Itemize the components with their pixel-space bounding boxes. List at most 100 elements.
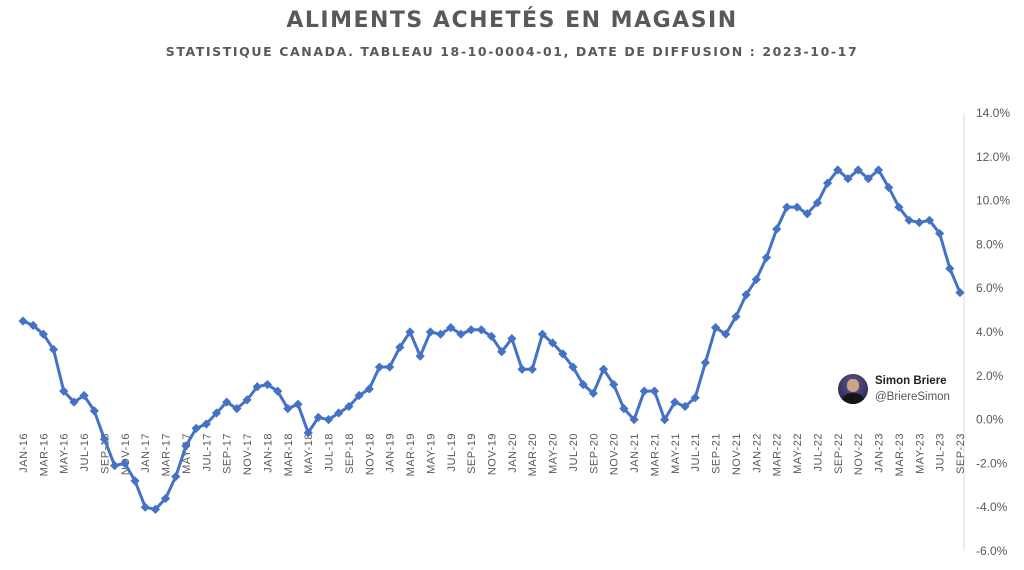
data-point <box>843 174 853 184</box>
y-tick-label: 0.0% <box>976 413 1004 427</box>
data-point <box>48 344 59 355</box>
data-point <box>945 263 955 274</box>
data-point <box>772 224 782 234</box>
data-point <box>283 404 293 414</box>
y-tick-label: 14.0% <box>976 106 1010 120</box>
x-tick-label: JUL-18 <box>324 433 336 471</box>
x-tick-label: SEP-22 <box>833 433 845 474</box>
data-point <box>507 333 517 344</box>
data-point <box>89 406 99 416</box>
data-point <box>833 165 843 175</box>
data-point <box>894 202 904 212</box>
data-point <box>211 408 222 418</box>
data-point <box>731 312 741 322</box>
data-point <box>110 460 120 471</box>
x-tick-label: SEP-20 <box>588 433 600 474</box>
chart-title: ALIMENTS ACHETÉS EN MAGASIN <box>286 8 738 33</box>
x-tick-label: SEP-23 <box>955 433 967 474</box>
data-point <box>802 209 812 219</box>
data-point <box>222 397 232 407</box>
x-tick-label: MAY-19 <box>425 433 437 474</box>
x-tick-label: MAY-17 <box>181 433 193 474</box>
x-tick-label: MAY-21 <box>670 433 682 474</box>
data-point <box>69 397 79 407</box>
author-name: Simon Briere <box>875 375 947 387</box>
y-tick-label: 8.0% <box>976 237 1004 251</box>
data-point <box>619 404 629 414</box>
y-tick-label: 6.0% <box>976 281 1004 295</box>
x-tick-label: MAR-20 <box>527 433 539 476</box>
data-point <box>486 331 497 341</box>
data-point <box>364 384 374 394</box>
data-point <box>873 165 884 175</box>
data-point <box>700 358 710 368</box>
data-point <box>741 290 751 300</box>
data-point <box>354 390 364 401</box>
data-point <box>130 476 140 486</box>
data-point <box>262 379 273 390</box>
x-tick-label: NOV-22 <box>853 433 865 475</box>
x-tick-label: MAR-18 <box>283 433 295 476</box>
data-point <box>242 395 252 405</box>
x-tick-label: MAR-16 <box>38 433 50 476</box>
data-point <box>751 274 761 285</box>
data-point <box>680 401 690 412</box>
author-handle: @BriereSimon <box>875 391 950 403</box>
data-point <box>629 415 639 425</box>
x-tick-label: SEP-16 <box>99 433 111 474</box>
data-point <box>303 428 313 438</box>
x-tick-label: MAR-17 <box>161 433 173 476</box>
data-point <box>405 327 415 337</box>
data-point <box>79 390 89 401</box>
x-tick-label: NOV-16 <box>120 433 132 475</box>
x-tick-label: JAN-17 <box>140 433 152 473</box>
data-point <box>313 412 323 423</box>
data-point <box>588 388 598 398</box>
x-tick-label: JUL-17 <box>201 433 213 471</box>
x-tick-label: MAY-22 <box>792 433 804 474</box>
x-tick-label: JAN-16 <box>18 433 30 473</box>
x-tick-label: JAN-22 <box>751 433 763 473</box>
data-point <box>497 347 507 357</box>
x-tick-label: NOV-18 <box>364 433 376 475</box>
data-point <box>435 329 446 339</box>
y-tick-label: 10.0% <box>976 194 1010 208</box>
author-card: Simon Briere @BriereSimon <box>838 374 968 408</box>
x-tick-label: JUL-23 <box>935 433 947 471</box>
y-tick-label: 2.0% <box>976 369 1004 383</box>
y-tick-label: -4.0% <box>976 500 1008 514</box>
data-point <box>323 415 334 425</box>
chart-subtitle: STATISTIQUE CANADA. TABLEAU 18-10-0004-0… <box>165 44 859 59</box>
data-point <box>181 441 191 451</box>
data-point <box>517 364 527 374</box>
x-tick-label: JAN-20 <box>507 433 519 473</box>
data-point <box>660 415 670 425</box>
data-point <box>201 419 211 429</box>
data-point <box>232 404 242 414</box>
data-point <box>568 362 578 372</box>
x-tick-label: NOV-20 <box>609 433 621 475</box>
data-point <box>812 198 823 208</box>
x-tick-label: SEP-19 <box>466 433 478 474</box>
data-point <box>334 408 344 418</box>
x-tick-label: JUL-21 <box>690 433 702 471</box>
x-tick-label: NOV-17 <box>242 433 254 475</box>
data-point <box>59 386 69 396</box>
data-point <box>609 379 619 390</box>
x-tick-label: JAN-19 <box>385 433 397 473</box>
x-tick-label: MAR-22 <box>772 433 784 476</box>
data-point <box>18 316 28 326</box>
x-tick-label: MAY-20 <box>548 433 560 474</box>
x-tick-label: NOV-21 <box>731 433 743 475</box>
x-tick-label: JUL-19 <box>446 433 458 471</box>
data-point <box>120 458 130 468</box>
data-point <box>578 379 588 390</box>
x-tick-label: MAR-19 <box>405 433 417 476</box>
data-point <box>670 397 680 407</box>
data-point <box>527 364 537 374</box>
data-point <box>171 471 181 482</box>
y-tick-label: -2.0% <box>976 456 1008 470</box>
data-point <box>385 362 395 372</box>
data-point <box>446 323 456 333</box>
